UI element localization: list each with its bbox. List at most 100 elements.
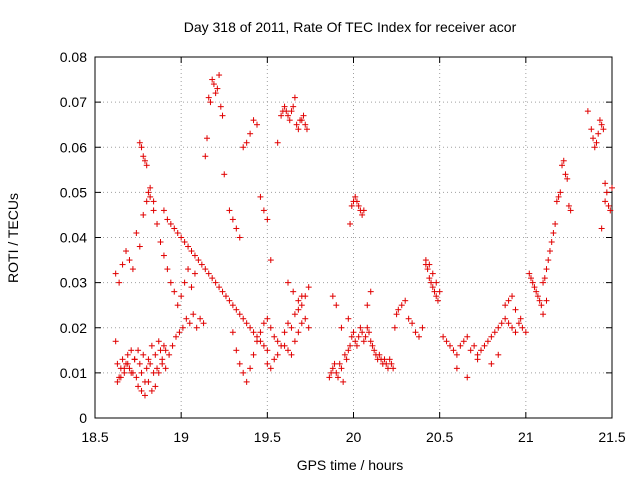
data-point [247, 324, 254, 331]
data-point [607, 207, 614, 214]
data-point [440, 333, 447, 340]
data-point [240, 369, 247, 376]
data-point [453, 365, 460, 372]
data-point [260, 207, 267, 214]
y-tick-label: 0.06 [60, 139, 87, 155]
data-point [160, 252, 167, 259]
data-point [536, 297, 543, 304]
data-point [390, 365, 397, 372]
data-point [422, 261, 429, 268]
x-tick-label: 19 [173, 429, 189, 445]
data-point [593, 139, 600, 146]
data-point [338, 324, 345, 331]
data-point [384, 365, 391, 372]
data-point [345, 315, 352, 322]
data-point [143, 198, 150, 205]
data-point [303, 126, 310, 133]
x-tick-label: 18.5 [81, 429, 108, 445]
data-point [124, 360, 131, 367]
data-point [159, 360, 166, 367]
data-point [140, 211, 147, 218]
data-point [295, 126, 302, 133]
data-point [219, 112, 226, 119]
data-point [333, 369, 340, 376]
data-point [181, 239, 188, 246]
data-point [148, 342, 155, 349]
data-point [140, 351, 147, 358]
data-point [522, 329, 529, 336]
data-point [300, 112, 307, 119]
data-point [226, 207, 233, 214]
data-point [357, 324, 364, 331]
data-point [560, 157, 567, 164]
data-point [178, 293, 185, 300]
data-point [567, 207, 574, 214]
data-point [471, 342, 478, 349]
data-point [112, 270, 119, 277]
data-point [131, 356, 138, 363]
data-point [526, 270, 533, 277]
data-point [540, 279, 547, 286]
data-point [229, 216, 236, 223]
data-point [281, 103, 288, 110]
data-point [162, 347, 169, 354]
data-point [243, 378, 250, 385]
data-point [605, 202, 612, 209]
data-point [381, 356, 388, 363]
data-point [157, 347, 164, 354]
data-point [233, 347, 240, 354]
data-point [341, 351, 348, 358]
data-point [517, 315, 524, 322]
grid-lines [95, 57, 612, 418]
data-point [386, 356, 393, 363]
data-point [229, 329, 236, 336]
data-point [447, 342, 454, 349]
data-point [164, 266, 171, 273]
data-point [138, 387, 145, 394]
data-point [148, 387, 155, 394]
data-point [126, 257, 133, 264]
data-point [209, 76, 216, 83]
data-point [257, 193, 264, 200]
data-point [305, 324, 312, 331]
data-point [291, 311, 298, 318]
data-point [595, 130, 602, 137]
data-point [219, 288, 226, 295]
data-point [126, 365, 133, 372]
data-point [328, 369, 335, 376]
data-point [562, 171, 569, 178]
data-point [600, 126, 607, 133]
data-point [347, 220, 354, 227]
data-point [135, 383, 142, 390]
data-point [405, 315, 412, 322]
data-point [295, 306, 302, 313]
data-point [564, 175, 571, 182]
data-point [217, 103, 224, 110]
data-point [288, 351, 295, 358]
data-point [264, 315, 271, 322]
data-point [290, 288, 297, 295]
data-point [150, 207, 157, 214]
data-point [376, 351, 383, 358]
data-point [200, 320, 207, 327]
data-point [350, 329, 357, 336]
data-point [488, 360, 495, 367]
data-point [143, 365, 150, 372]
data-point [240, 315, 247, 322]
data-point [164, 216, 171, 223]
data-point [202, 153, 209, 160]
y-tick-label: 0.04 [60, 230, 87, 246]
data-point [233, 225, 240, 232]
data-point [298, 117, 305, 124]
data-point [129, 266, 136, 273]
data-point [205, 270, 212, 277]
data-point [112, 338, 119, 345]
data-point [283, 108, 290, 115]
data-point [186, 320, 193, 327]
data-point [167, 220, 174, 227]
data-point [347, 342, 354, 349]
data-point [415, 333, 422, 340]
data-point [352, 338, 359, 345]
data-point [481, 342, 488, 349]
